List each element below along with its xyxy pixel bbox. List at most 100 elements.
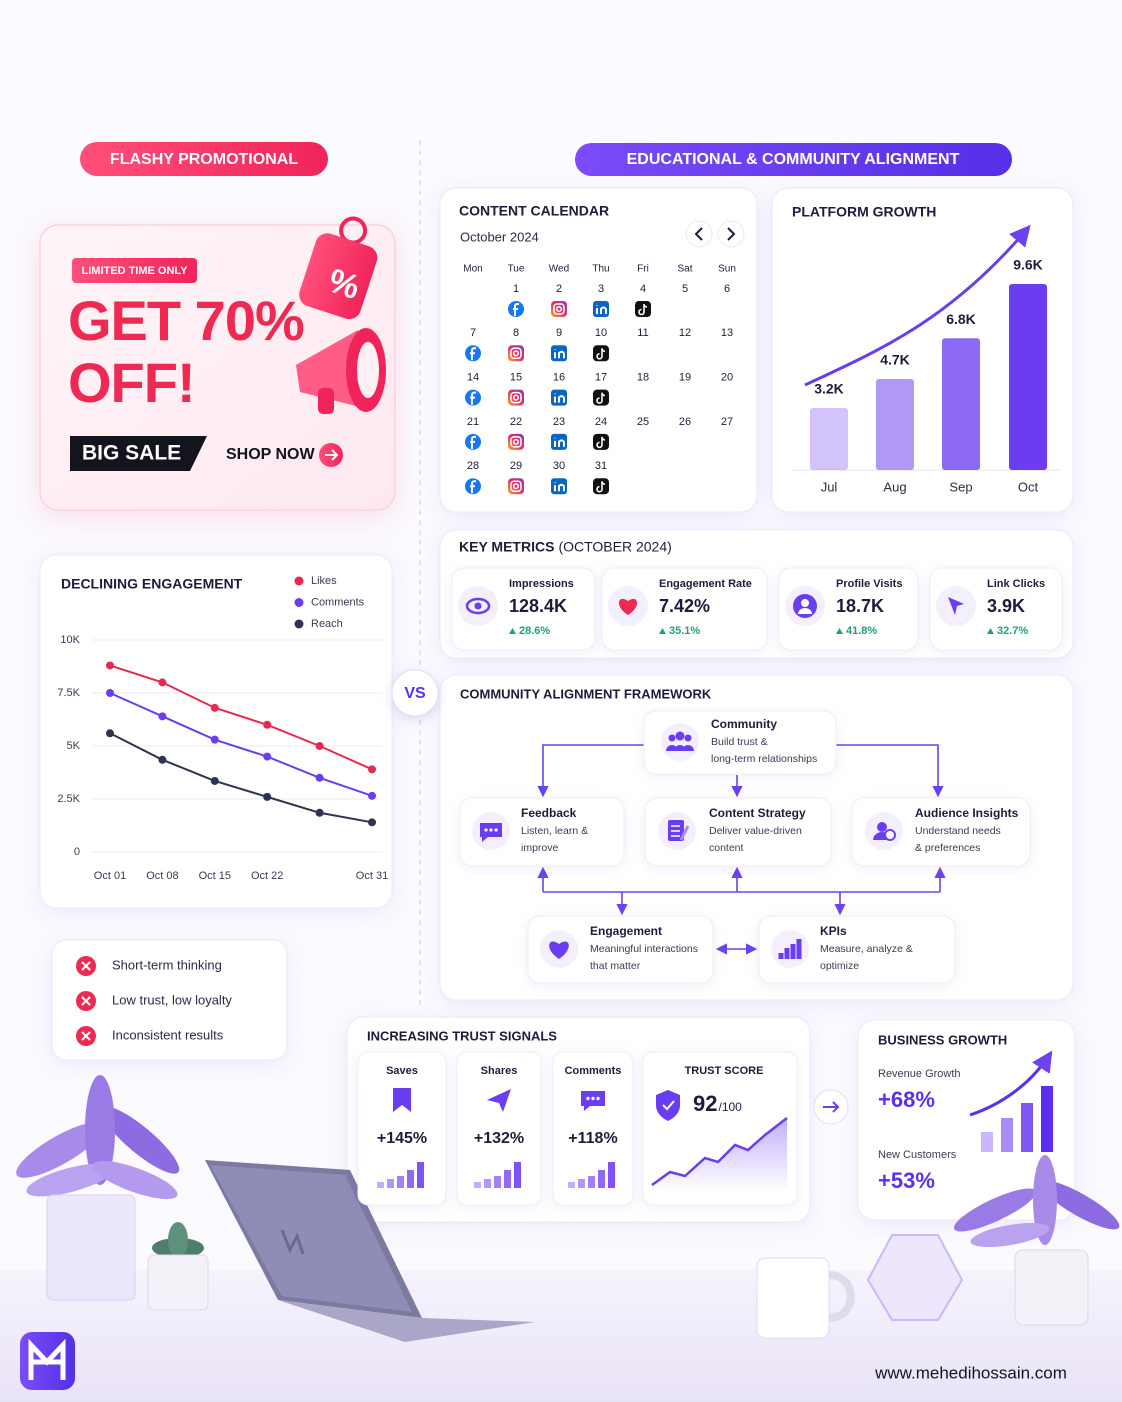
node-desc: Meaningful interactions [590, 943, 698, 955]
deco-bar [1001, 1118, 1013, 1152]
x-mark [81, 996, 91, 1006]
kpi-bar [790, 944, 796, 959]
leaf [92, 1160, 178, 1200]
calendar-day: 17 [595, 372, 607, 384]
platform-icon-li [551, 433, 567, 450]
platform-icon-ig [508, 478, 524, 495]
bar [942, 338, 980, 470]
bar [876, 378, 914, 470]
data-point [210, 776, 219, 785]
growth-arrow [804, 224, 1031, 387]
bar [810, 408, 848, 470]
platform-icon-ig [508, 389, 524, 406]
calendar-day: 25 [637, 416, 649, 428]
data-point [315, 742, 324, 750]
shop-now[interactable]: SHOP NOW [226, 446, 316, 463]
prev-arrow[interactable] [694, 227, 703, 241]
y-tick-label: 5K [67, 740, 81, 752]
x-tick-label: Jul [821, 479, 838, 494]
vs-circle [391, 669, 439, 717]
node-title: Engagement [590, 924, 662, 938]
website: www.mehedihossain.com [874, 1363, 1067, 1382]
decor [16, 1075, 1120, 1390]
people-head [684, 734, 692, 742]
people-head [675, 731, 685, 741]
dot [591, 1096, 595, 1101]
platform-icon-fb [465, 478, 481, 495]
dot [489, 828, 493, 832]
data-point [106, 661, 114, 670]
megaphone-inner [357, 342, 379, 398]
up-arrow [659, 628, 666, 634]
laptop-lid-face [210, 1165, 412, 1312]
node-box [758, 915, 956, 984]
line-series [109, 692, 373, 797]
mini-bar [417, 1162, 424, 1188]
bubble [480, 823, 502, 842]
icon-glyph [470, 347, 476, 361]
metric-label: Profile Visits [836, 578, 902, 590]
x-tick-label: Oct [1018, 479, 1039, 494]
node-desc: long-term relationships [711, 753, 817, 765]
mini-bar [407, 1170, 414, 1188]
plant-pot [1014, 1249, 1089, 1326]
x-tick-label: Oct 31 [356, 870, 388, 882]
data-point [315, 808, 324, 817]
platform-icon-tt [593, 433, 609, 450]
business-arrow [969, 1050, 1053, 1117]
data-point [263, 792, 272, 801]
icon-glyph [554, 437, 565, 447]
metric-change: 41.8% [846, 625, 877, 637]
data-point [158, 755, 167, 764]
x-mark [81, 961, 91, 971]
dot [494, 828, 498, 832]
platform-icon-tt [635, 301, 651, 317]
data-point [106, 689, 114, 697]
metric-value: 3.9K [987, 596, 1025, 616]
metric-tile [451, 567, 596, 651]
data-point [368, 765, 376, 774]
calendar-day: 24 [595, 416, 607, 428]
legend-label: Reach [311, 618, 343, 630]
calendar-day: 4 [640, 283, 646, 295]
x-tick-label: Oct 22 [251, 870, 283, 882]
score-max: /100 [718, 1100, 742, 1114]
calendar-day: 15 [510, 372, 522, 384]
calendar-day: 27 [721, 416, 733, 428]
up-arrow [987, 628, 994, 634]
person-body [798, 608, 812, 614]
metric-change: 28.6% [519, 625, 550, 637]
node-title: KPIs [820, 924, 847, 938]
score-value: 92 [693, 1091, 717, 1116]
flow-arrow [823, 1101, 840, 1113]
icon-glyph [470, 480, 476, 494]
icon-glyph [510, 347, 522, 360]
mini-bar [494, 1176, 501, 1188]
dot [484, 828, 488, 832]
headline: OFF! [68, 351, 195, 414]
leaf [16, 1122, 104, 1178]
mini-bar [504, 1170, 511, 1188]
leaf [85, 1075, 115, 1185]
data-point [368, 791, 376, 800]
mini-bar [484, 1179, 491, 1188]
insight-head [877, 822, 887, 832]
heart [618, 598, 638, 615]
y-tick-label: 2.5K [57, 793, 80, 805]
cta-arrow[interactable] [325, 449, 339, 461]
glass-vase [866, 1234, 964, 1321]
calendar-day: 3 [598, 283, 604, 295]
next-arrow[interactable] [727, 227, 736, 241]
megaphone-handle [318, 388, 334, 414]
prev-button[interactable] [685, 220, 713, 248]
next-button[interactable] [717, 220, 745, 248]
person-head [801, 599, 809, 607]
framework-title: COMMUNITY ALIGNMENT FRAMEWORK [460, 686, 712, 701]
deco-bar [1021, 1103, 1033, 1152]
calendar-day: 1 [513, 283, 519, 295]
negative-item: Short-term thinking [112, 957, 222, 972]
mini-bar [514, 1162, 521, 1188]
calendar-month: October 2024 [460, 229, 539, 244]
node-desc: Deliver value-driven [709, 825, 802, 837]
